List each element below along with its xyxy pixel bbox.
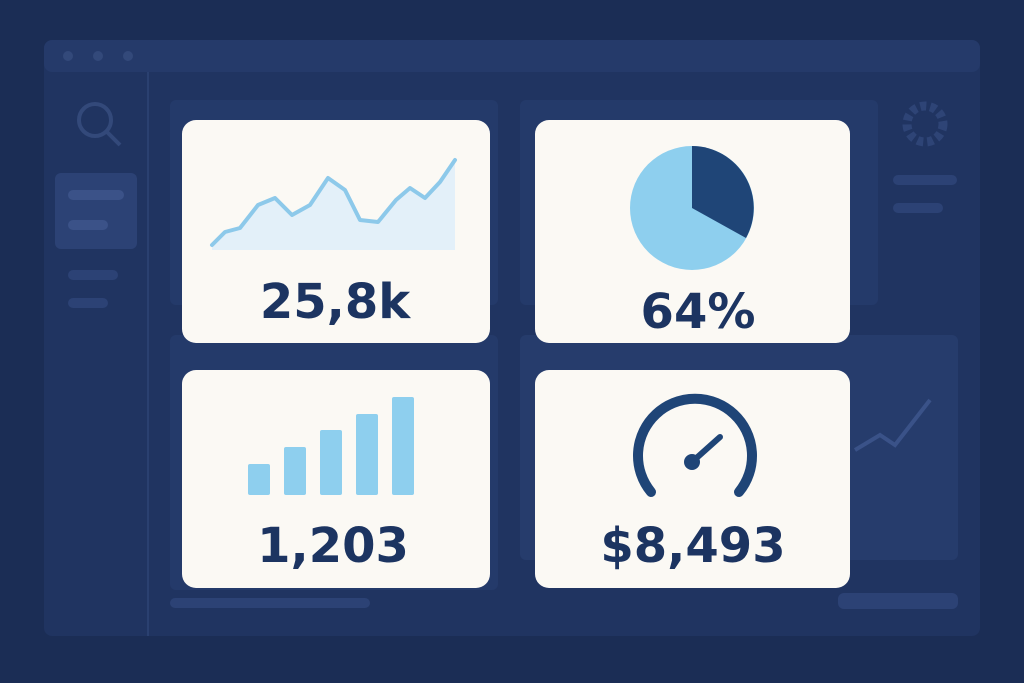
sidebar-line [68, 190, 124, 200]
kpi-value: $8,493 [600, 518, 785, 574]
sidebar-item-active[interactable] [55, 173, 137, 249]
bg-line [170, 598, 370, 608]
gauge-arc [633, 393, 757, 497]
pie-slice [692, 146, 754, 238]
bg-sparkline [853, 398, 932, 452]
bar-icon [284, 447, 306, 495]
bar-icon [356, 414, 378, 495]
search-icon-handle [105, 130, 122, 147]
kpi-value: 1,203 [257, 518, 409, 574]
sparkline [210, 158, 457, 247]
kpi-value: 25,8k [260, 274, 411, 330]
bar-icon [392, 397, 414, 495]
panel-line [893, 175, 957, 185]
search-icon[interactable] [77, 102, 113, 138]
sidebar-line [68, 220, 108, 230]
window-dot [93, 51, 103, 61]
sparkline-area [212, 160, 455, 250]
sidebar-line [68, 298, 108, 308]
settings-icon[interactable] [902, 101, 948, 147]
sidebar-line [68, 270, 118, 280]
title-bar [44, 40, 980, 72]
window-dot [63, 51, 73, 61]
panel-line [893, 203, 943, 213]
kpi-card[interactable] [535, 370, 850, 588]
gauge-hub [684, 454, 700, 470]
kpi-value: 64% [641, 284, 756, 340]
bar-icon [320, 430, 342, 495]
bg-line [838, 593, 958, 609]
window-dot [123, 51, 133, 61]
bar-icon [248, 464, 270, 495]
